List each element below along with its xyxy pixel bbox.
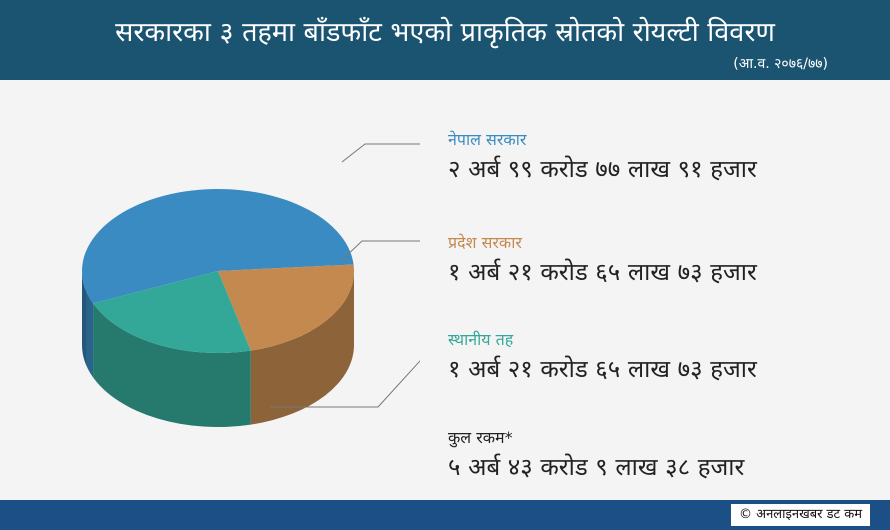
pie-chart bbox=[82, 143, 420, 427]
legend-name-local: स्थानीय तह bbox=[448, 330, 514, 349]
legend-amount-local: १ अर्ब २१ करोड ६५ लाख ७३ हजार bbox=[448, 355, 757, 383]
pie-side-federal bbox=[82, 271, 94, 378]
footer-bar: © अनलाइनखबर डट कम bbox=[0, 500, 890, 530]
fiscal-year-subtitle: (आ.व. २०७६/७७) bbox=[733, 56, 828, 72]
pie-slice-federal bbox=[82, 189, 354, 304]
header-bar: सरकारका ३ तहमा बाँडफाँट भएको प्राकृतिक स… bbox=[0, 0, 890, 80]
legend-amount-total: ५ अर्ब ४३ करोड ९ लाख ३८ हजार bbox=[448, 453, 745, 481]
legend-name-province: प्रदेश सरकार bbox=[448, 233, 522, 252]
chart-title: सरकारका ३ तहमा बाँडफाँट भएको प्राकृतिक स… bbox=[115, 17, 775, 48]
legend-amount-province: १ अर्ब २१ करोड ६५ लाख ७३ हजार bbox=[448, 258, 757, 286]
credit-label: © अनलाइनखबर डट कम bbox=[731, 504, 870, 526]
leader-line-local bbox=[270, 360, 420, 408]
legend-item-province: प्रदेश सरकार १ अर्ब २१ करोड ६५ लाख ७३ हज… bbox=[448, 231, 757, 288]
legend-item-local: स्थानीय तह १ अर्ब २१ करोड ६५ लाख ७३ हजार bbox=[448, 328, 757, 385]
pie-slice-province bbox=[218, 264, 354, 351]
pie-slice-local bbox=[93, 271, 251, 354]
leader-line-federal bbox=[341, 143, 420, 163]
pie-side-local bbox=[93, 303, 251, 427]
pie-side-shadow bbox=[82, 271, 87, 366]
legend-item-total: कुल रकम* ५ अर्ब ४३ करोड ९ लाख ३८ हजार bbox=[448, 426, 744, 483]
legend-item-federal: नेपाल सरकार २ अर्ब ९९ करोड ७७ लाख ९१ हजा… bbox=[448, 128, 757, 185]
legend-name-total: कुल रकम* bbox=[448, 428, 513, 447]
leader-line-province bbox=[341, 240, 420, 261]
legend-name-federal: नेपाल सरकार bbox=[448, 130, 527, 149]
pie-side-province bbox=[250, 271, 354, 425]
legend-amount-federal: २ अर्ब ९९ करोड ७७ लाख ९१ हजार bbox=[448, 155, 757, 183]
